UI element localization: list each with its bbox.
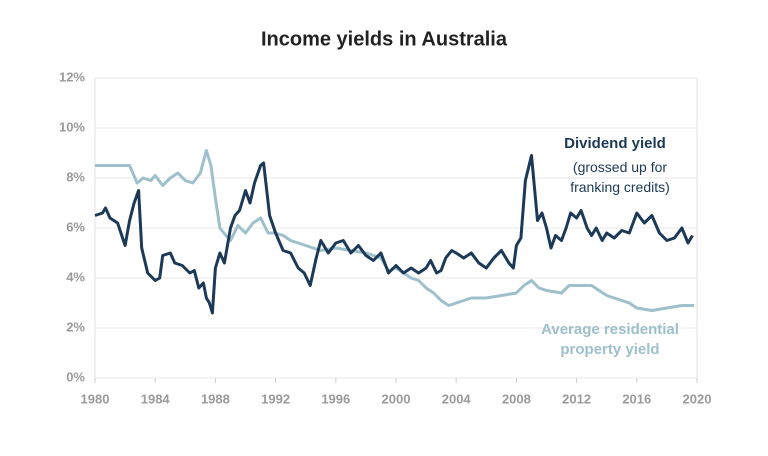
- series-note: (grossed up for franking credits): [570, 159, 670, 195]
- y-tick-label: 2%: [66, 319, 85, 334]
- x-tick-label: 1984: [141, 391, 171, 406]
- series-label: Average residential property yield: [541, 321, 679, 358]
- x-tick-label: 2020: [683, 391, 712, 406]
- x-tick-label: 1996: [321, 391, 350, 406]
- chart-title: Income yields in Australia: [261, 28, 508, 50]
- y-tick-label: 6%: [66, 219, 85, 234]
- x-tick-label: 2008: [502, 391, 531, 406]
- x-tick-label: 2016: [622, 391, 651, 406]
- x-tick-label: 2012: [562, 391, 591, 406]
- x-tick-label: 1980: [81, 391, 110, 406]
- y-tick-label: 12%: [59, 69, 85, 84]
- x-tick-label: 2000: [382, 391, 411, 406]
- y-tick-label: 4%: [66, 269, 85, 284]
- y-tick-label: 0%: [66, 369, 85, 384]
- series-line: [94, 154, 694, 315]
- series-label: Dividend yield: [564, 135, 666, 152]
- y-tick-label: 10%: [59, 119, 85, 134]
- x-tick-label: 2004: [442, 391, 472, 406]
- x-tick-label: 1992: [261, 391, 290, 406]
- y-tick-label: 8%: [66, 169, 85, 184]
- x-tick-label: 1988: [201, 391, 230, 406]
